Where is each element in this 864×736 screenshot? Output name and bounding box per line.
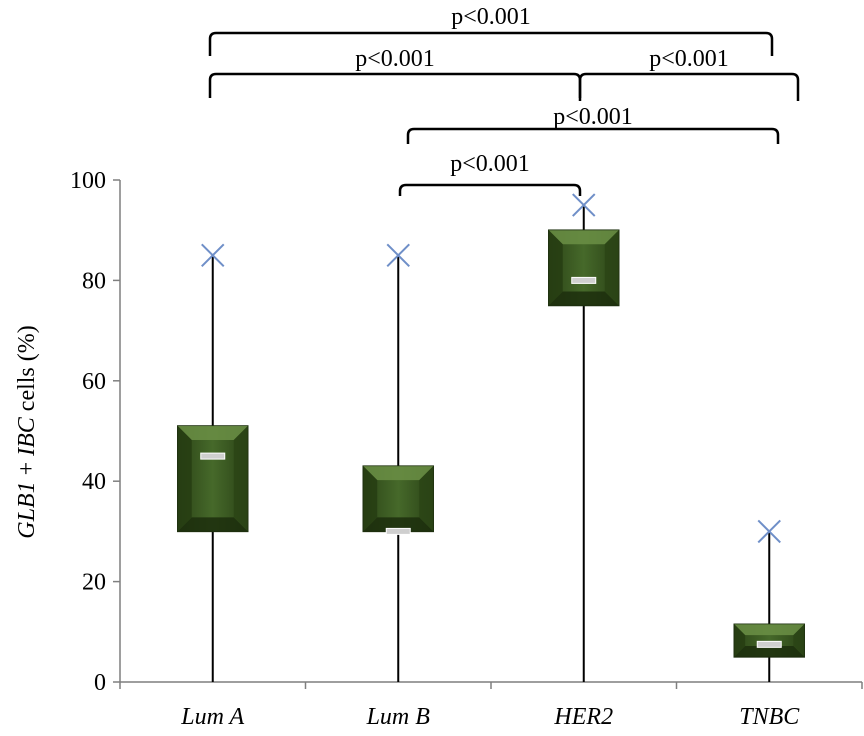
box-bevel-left bbox=[177, 425, 192, 532]
bracket-line bbox=[578, 72, 800, 101]
box-bevel-bottom bbox=[177, 517, 248, 532]
y-tick-label: 60 bbox=[82, 369, 106, 395]
boxes bbox=[177, 229, 805, 658]
median-marker bbox=[385, 527, 411, 535]
y-tick-label: 20 bbox=[82, 570, 106, 596]
y-tick-label: 80 bbox=[82, 268, 106, 294]
box-bevel-left bbox=[363, 466, 378, 532]
max-marker-stroke bbox=[386, 243, 410, 268]
box-bevel-bottom bbox=[548, 291, 619, 306]
box bbox=[733, 623, 805, 658]
box-bevel-bottom bbox=[734, 646, 805, 657]
max-marker bbox=[386, 243, 410, 268]
box-bevel-top bbox=[363, 466, 434, 481]
box-bevel-right bbox=[233, 425, 248, 532]
bracket-line bbox=[208, 72, 582, 98]
median-marker bbox=[200, 452, 226, 460]
y-tick-label: 0 bbox=[94, 670, 106, 696]
max-marker bbox=[201, 243, 225, 268]
box-bevel-top bbox=[548, 230, 619, 245]
significance-bracket: p<0.001 bbox=[208, 4, 774, 56]
p-value-label: p<0.001 bbox=[451, 4, 531, 30]
x-category-label: TNBC bbox=[739, 704, 800, 730]
significance-bracket: p<0.001 bbox=[578, 46, 800, 101]
box-bevel-right bbox=[419, 466, 434, 532]
significance-bracket: p<0.001 bbox=[406, 104, 780, 144]
box bbox=[548, 229, 620, 307]
box-bevel-top bbox=[177, 425, 248, 440]
p-value-label: p<0.001 bbox=[649, 46, 729, 72]
max-marker-stroke bbox=[572, 193, 596, 217]
p-value-label: p<0.001 bbox=[450, 151, 530, 177]
whiskers bbox=[211, 205, 771, 682]
box-bevel-left bbox=[734, 624, 746, 657]
box bbox=[362, 465, 434, 535]
p-value-label: p<0.001 bbox=[553, 104, 633, 130]
axes: 0 20 40 60 80 100 Lum A Lum B HER2 TNBC bbox=[70, 168, 863, 730]
max-marker-stroke bbox=[757, 519, 781, 544]
x-category-label: HER2 bbox=[553, 704, 613, 730]
significance-brackets: p<0.001 p<0.001 p<0.001 p<0.001 p<0.001 bbox=[208, 4, 800, 196]
box-bevel-right bbox=[793, 624, 805, 657]
max-marker bbox=[757, 519, 781, 544]
x-category-label: Lum B bbox=[366, 704, 431, 730]
box-bevel-bottom bbox=[363, 517, 434, 532]
box-bevel-top bbox=[734, 624, 805, 636]
max-markers bbox=[201, 193, 781, 544]
max-marker bbox=[572, 193, 596, 217]
bracket-line bbox=[406, 127, 780, 144]
bracket-line bbox=[398, 183, 582, 196]
bracket-line bbox=[208, 31, 774, 56]
p-value-label: p<0.001 bbox=[355, 46, 435, 72]
y-tick-label: 40 bbox=[82, 469, 106, 495]
y-tick-label: 100 bbox=[70, 168, 106, 194]
x-category-label: Lum A bbox=[180, 704, 244, 730]
box bbox=[177, 425, 249, 533]
significance-bracket: p<0.001 bbox=[208, 46, 582, 98]
median-marker bbox=[571, 276, 597, 284]
median-marker bbox=[756, 640, 782, 648]
significance-bracket: p<0.001 bbox=[398, 151, 582, 196]
box-bevel-left bbox=[548, 230, 563, 306]
box-bevel-right bbox=[604, 230, 619, 306]
y-axis-label: GLB1 + IBC cells (%) bbox=[14, 325, 40, 539]
max-marker-stroke bbox=[201, 243, 225, 268]
